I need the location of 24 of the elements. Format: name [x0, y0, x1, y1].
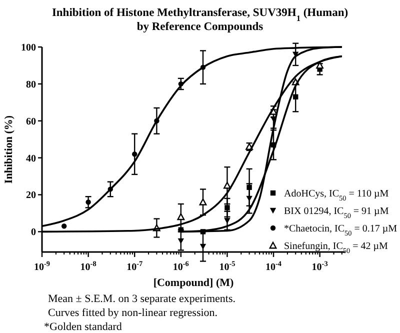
- text: *Golden standard: [44, 321, 122, 333]
- x-tick-label: 10$^{-6}$: [172, 260, 190, 273]
- y-tick-label: 0: [31, 227, 36, 238]
- legend-label: AdoHCys, IC$_{50}$ = 110 µM: [284, 188, 389, 202]
- y-tick-label: 20: [26, 190, 36, 202]
- x-tick-label: 10$^{-5}$: [219, 260, 236, 273]
- legend-label: *Chaetocin, IC$_{50}$ = 0.17 µM: [284, 224, 398, 238]
- y-tick-label: 40: [26, 153, 36, 164]
- y-tick-label: 60: [26, 116, 36, 128]
- y-tick-label: 80: [26, 79, 36, 90]
- x-tick-label: 10$^{-9}$: [34, 260, 50, 273]
- x-tick-label: 10$^{-8}$: [80, 260, 97, 273]
- x-tick-label: 10$^{-7}$: [126, 260, 143, 273]
- chart-subtitle: by Reference Compounds: [136, 21, 264, 33]
- x-tick-label: 10$^{-3}$: [312, 260, 328, 273]
- legend-label: BIX 01294, IC$_{50}$ = 91 µM: [284, 206, 389, 220]
- y-axis-title: Inhibition (%): [3, 115, 15, 184]
- chart-title: Inhibition of Histone Methyltransferase, SUV39H$_{1}$ (Human): [52, 7, 348, 22]
- legend-label: Sinefungin, IC$_{50}$ = 42 µM: [284, 241, 388, 255]
- x-tick-label: 10$^{-4}$: [266, 260, 282, 273]
- x-axis-title: [Compound] (M): [153, 277, 234, 289]
- text: Mean ± S.E.M. on 3 separate experiments.: [48, 293, 236, 305]
- y-tick-label: 100: [21, 42, 36, 54]
- text: Curves fitted by non-linear regression.: [48, 307, 218, 319]
